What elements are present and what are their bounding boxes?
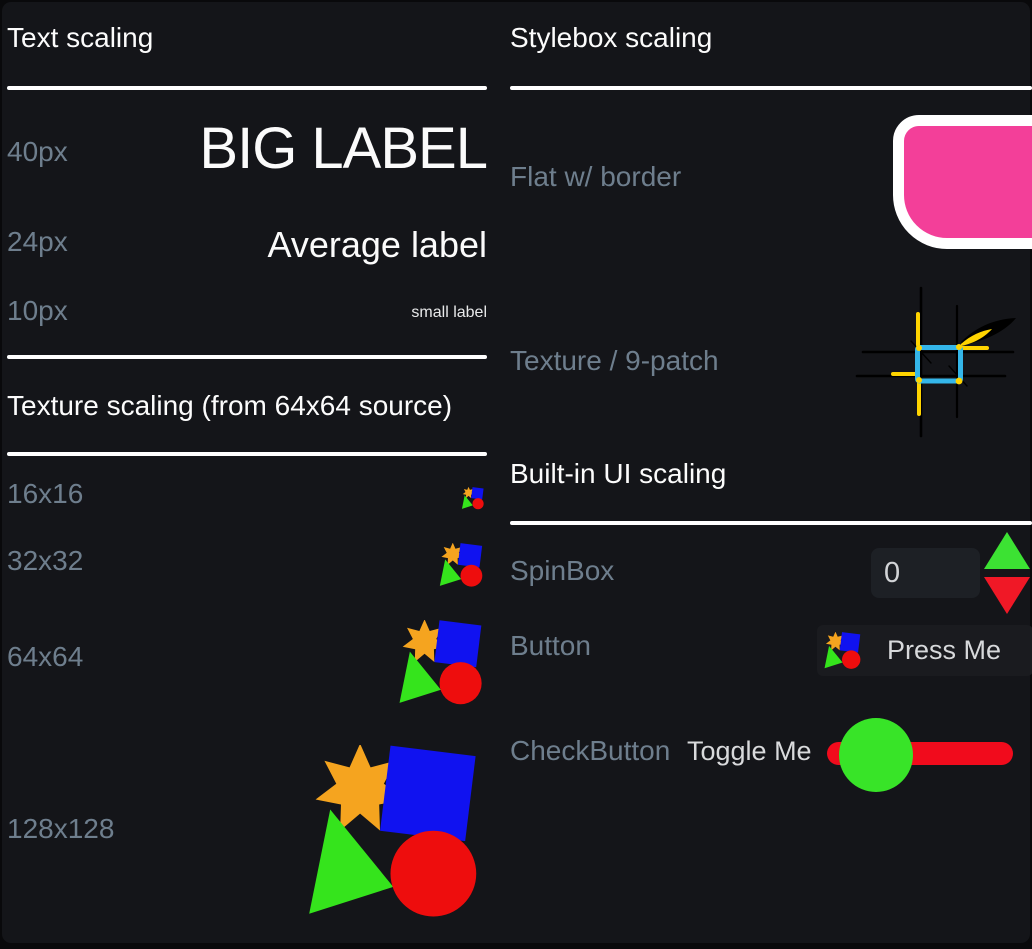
row-label-16x16: 16x16 <box>7 478 84 509</box>
separator <box>510 521 1032 525</box>
test-texture-icon <box>438 543 483 588</box>
row-label-flat-border: Flat w/ border <box>510 161 682 192</box>
row-label-spinbox: SpinBox <box>510 555 615 586</box>
down-arrow-icon[interactable] <box>984 577 1030 614</box>
spinbox-value: 0 <box>884 556 901 589</box>
row-label-10px: 10px <box>7 295 68 326</box>
flat-stylebox-sample <box>893 115 1032 249</box>
row-label-button: Button <box>510 630 591 661</box>
row-label-128x128: 128x128 <box>7 813 115 844</box>
checkbutton-text: Toggle Me <box>687 736 812 766</box>
test-texture-icon <box>823 632 861 670</box>
big-label-sample: BIG LABEL <box>199 116 488 181</box>
up-arrow-icon[interactable] <box>984 532 1030 569</box>
section-title-texture-scaling: Texture scaling (from 64x64 source) <box>7 390 453 421</box>
press-me-button[interactable]: Press Me <box>817 625 1032 676</box>
row-label-64x64: 64x64 <box>7 641 84 672</box>
row-label-40px: 40px <box>7 136 68 167</box>
small-label-sample: small label <box>411 304 487 321</box>
separator <box>510 86 1032 90</box>
separator <box>7 452 487 456</box>
spinbox-input[interactable]: 0 <box>871 548 980 598</box>
test-texture-icon <box>302 745 479 922</box>
button-label: Press Me <box>887 635 1002 665</box>
row-label-checkbutton: CheckButton <box>510 735 671 766</box>
separator <box>7 86 487 90</box>
row-label-ninepatch: Texture / 9-patch <box>510 345 719 376</box>
section-title-text-scaling: Text scaling <box>7 22 154 53</box>
test-texture-icon <box>461 487 484 510</box>
row-label-24px: 24px <box>7 226 68 257</box>
section-title-stylebox-scaling: Stylebox scaling <box>510 22 713 53</box>
section-title-builtin-ui-scaling: Built-in UI scaling <box>510 458 727 489</box>
toggle-knob <box>839 718 913 792</box>
test-texture-icon <box>396 620 483 707</box>
ninepatch-texture <box>855 286 1016 438</box>
row-label-32x32: 32x32 <box>7 545 84 576</box>
separator <box>7 355 487 359</box>
average-label-sample: Average label <box>267 224 488 265</box>
checkbutton-toggle[interactable] <box>827 718 1032 792</box>
